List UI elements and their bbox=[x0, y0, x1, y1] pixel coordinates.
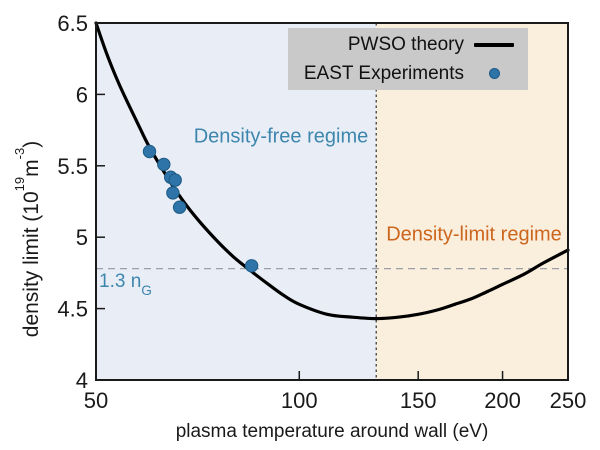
data-point bbox=[172, 200, 187, 214]
legend-item-east-experiments: EAST Experiments bbox=[292, 59, 520, 88]
y-axis-label-exponent: 19 bbox=[11, 176, 27, 192]
x-axis-label: plasma temperature around wall (eV) bbox=[175, 421, 489, 442]
greenwald-limit-label-text: 1.3 n bbox=[99, 271, 142, 292]
legend-dot-swatch bbox=[488, 68, 500, 79]
y-axis-label-close: ) bbox=[20, 140, 43, 148]
legend-label-pwso-theory: PWSO theory bbox=[347, 33, 464, 55]
y-tick-label: 6.5 bbox=[57, 11, 88, 36]
line-symbol-icon bbox=[468, 42, 520, 47]
x-tick-label: 200 bbox=[484, 388, 521, 413]
y-tick-label: 5.5 bbox=[57, 154, 88, 179]
y-axis-label-unit: m bbox=[20, 159, 43, 177]
y-tick-label: 5 bbox=[76, 225, 88, 250]
legend-label-east-experiments: EAST Experiments bbox=[303, 62, 464, 84]
density-free-regime-label: Density-free regime bbox=[193, 125, 369, 148]
legend-line-swatch bbox=[474, 42, 514, 47]
y-axis-label-text: density limit (10 bbox=[20, 191, 43, 338]
data-point bbox=[142, 144, 157, 159]
y-tick-label: 4 bbox=[76, 368, 88, 393]
y-tick-label: 6 bbox=[76, 82, 88, 107]
data-point bbox=[166, 186, 180, 200]
x-tick-label: 250 bbox=[550, 388, 587, 413]
x-tick-label: 100 bbox=[281, 388, 318, 413]
x-tick-label: 50 bbox=[84, 388, 108, 413]
pwso-theory-curve bbox=[94, 21, 570, 321]
dot-symbol-icon bbox=[468, 68, 520, 79]
y-axis-label: density limit (1019m-3) bbox=[12, 89, 44, 389]
data-point bbox=[244, 259, 259, 273]
density-limit-regime-label: Density-limit regime bbox=[386, 223, 562, 246]
legend: PWSO theory EAST Experiments bbox=[288, 28, 528, 90]
y-axis-label-unit-exponent: -3 bbox=[11, 147, 27, 160]
plot-frame bbox=[95, 22, 569, 381]
legend-item-pwso-theory: PWSO theory bbox=[292, 30, 520, 59]
data-point bbox=[168, 173, 182, 187]
data-point bbox=[157, 157, 171, 172]
greenwald-limit-label: 1.3 nG bbox=[99, 271, 152, 298]
greenwald-limit-label-subscript: G bbox=[141, 282, 152, 298]
x-tick-label: 150 bbox=[400, 388, 437, 413]
y-tick-label: 4.5 bbox=[57, 297, 88, 322]
